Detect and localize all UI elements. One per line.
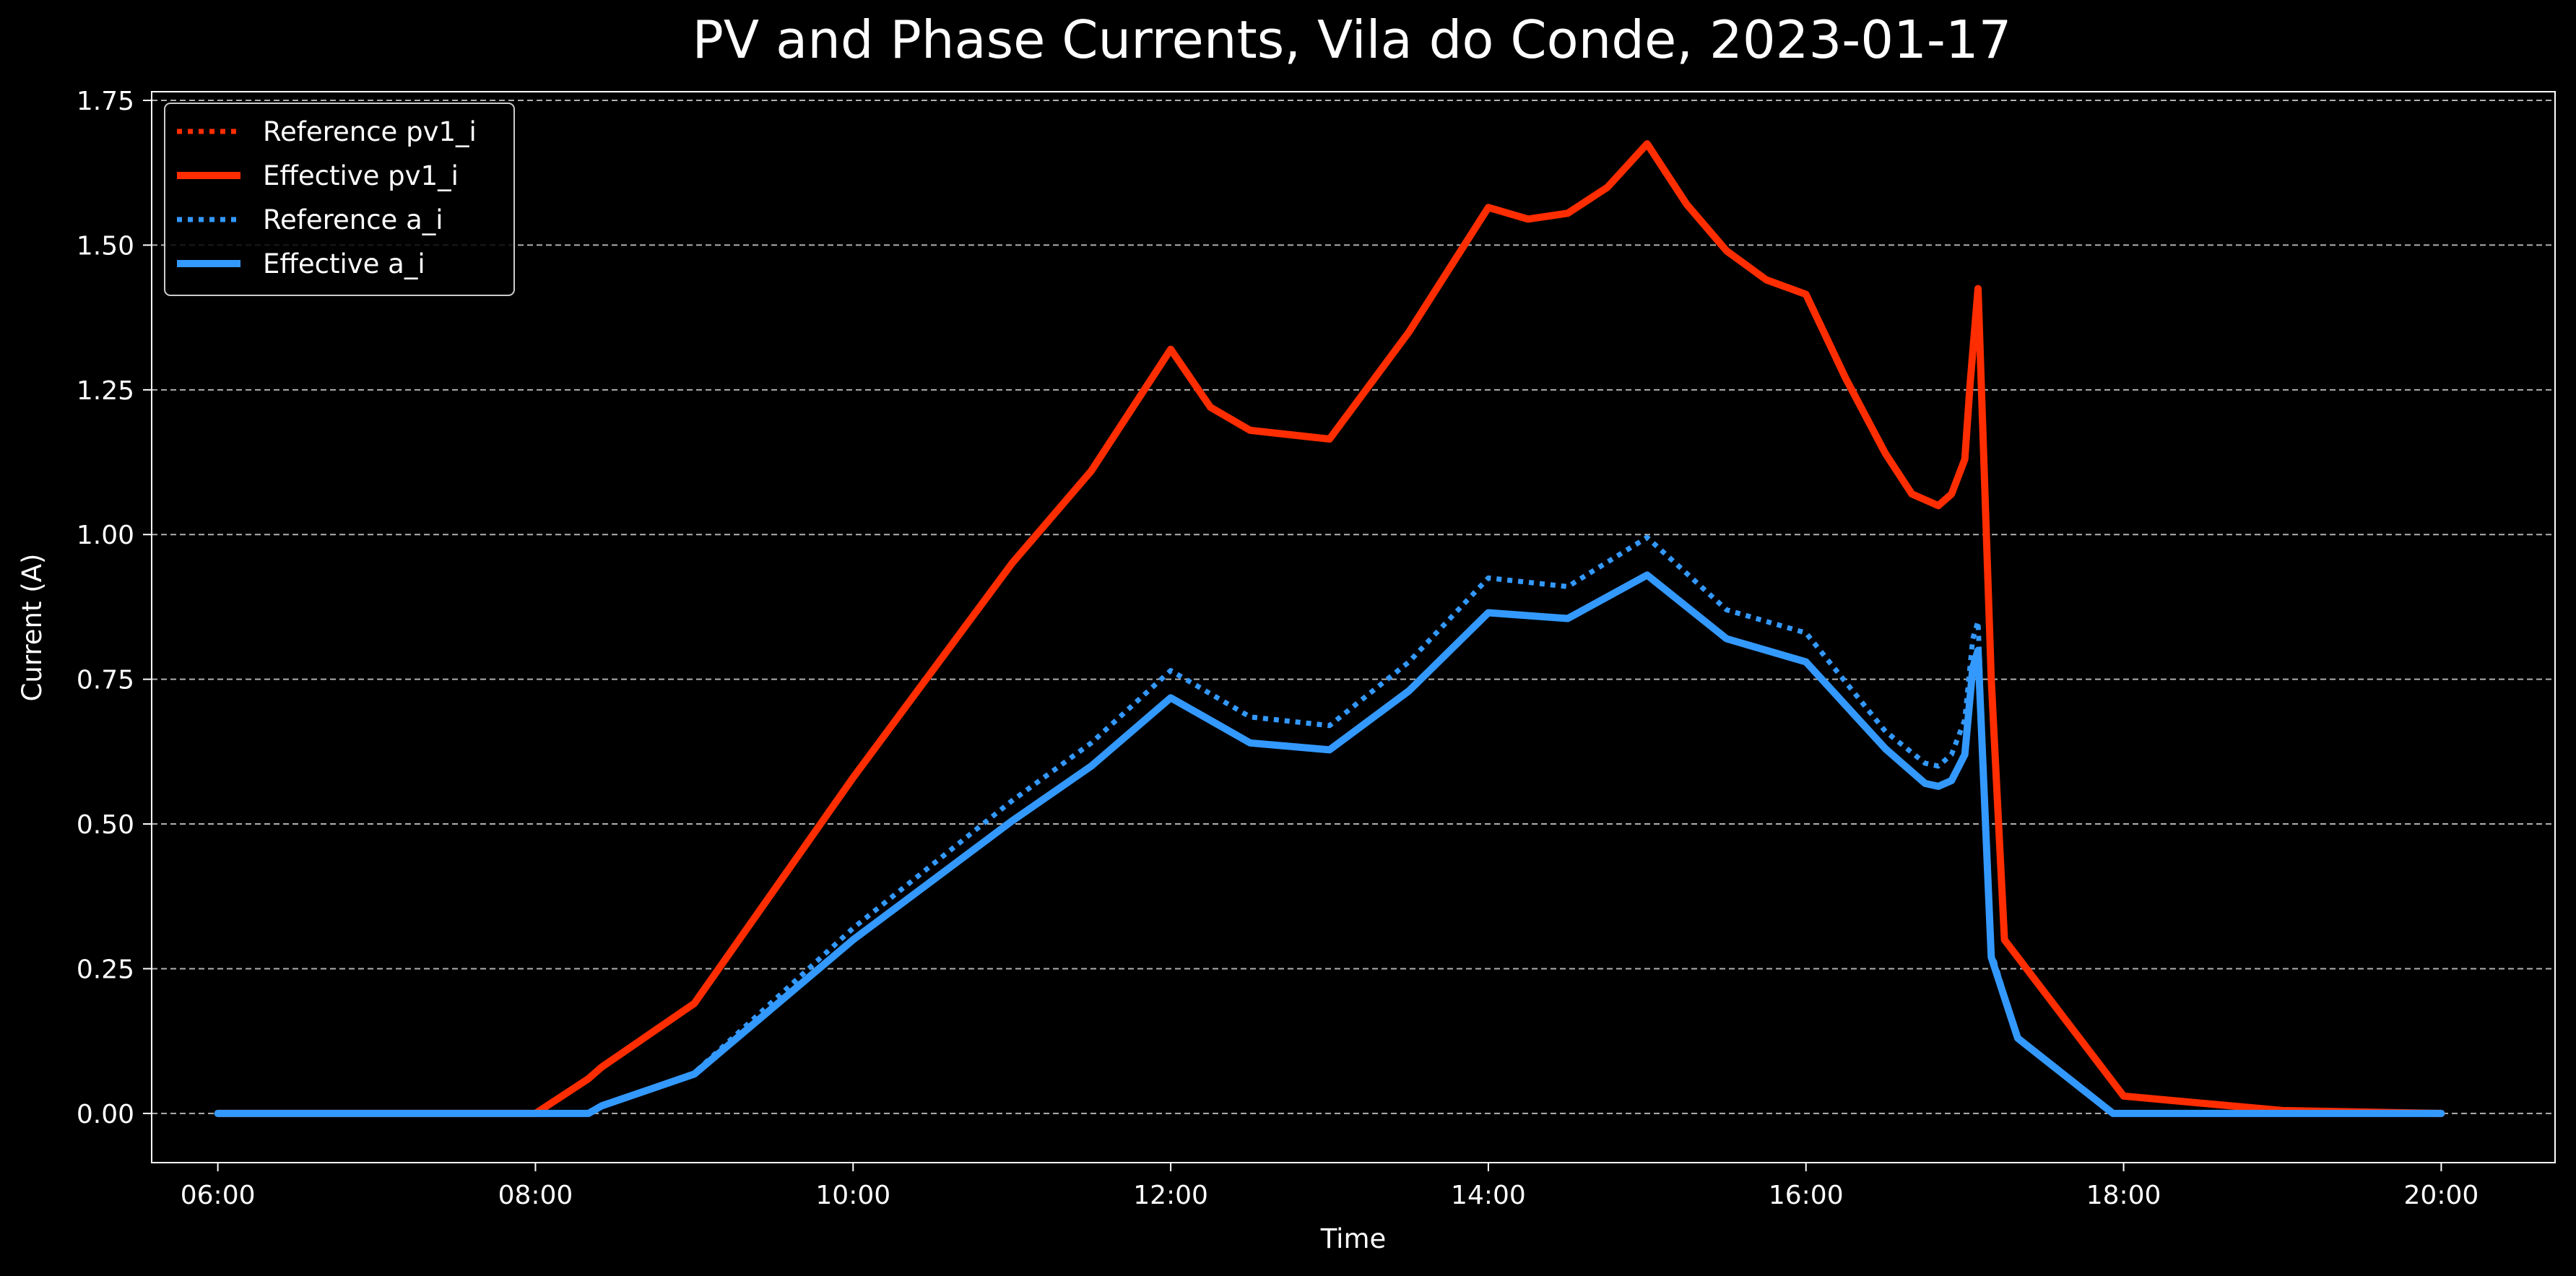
- legend-label: Effective a_i: [263, 248, 425, 279]
- x-tick-label: 16:00: [1769, 1181, 1844, 1210]
- x-tick-label: 20:00: [2404, 1181, 2479, 1210]
- legend-box: [164, 103, 515, 296]
- gridlines: [152, 100, 2555, 1114]
- x-tick-label: 12:00: [1133, 1181, 1208, 1210]
- x-axis-ticks: 06:00 08:00 10:00 12:00 14:00 16:00 18:00 20:00: [181, 1163, 2479, 1210]
- x-axis-label: Time: [1320, 1223, 1387, 1254]
- series-line-reference-a-i: [217, 534, 2442, 1116]
- legend-label: Effective pv1_i: [263, 160, 459, 191]
- legend-label: Reference pv1_i: [263, 116, 477, 147]
- chart-title: PV and Phase Currents, Vila do Conde, 20…: [693, 9, 2012, 70]
- y-axis-ticks: 0.00 0.25 0.50 0.75 1.00 1.25 1.50 1.75: [77, 87, 152, 1129]
- y-tick-label: 0.25: [77, 955, 134, 984]
- x-tick-label: 06:00: [181, 1181, 256, 1210]
- y-tick-label: 0.00: [77, 1100, 134, 1129]
- plot-frame: [151, 91, 2556, 1163]
- series-line-effective-a-i: [214, 571, 2445, 1117]
- series-line-effective-pv1-i: [214, 140, 2445, 1117]
- y-tick-label: 0.50: [77, 810, 134, 840]
- x-tick-label: 08:00: [498, 1181, 573, 1210]
- y-tick-label: 0.75: [77, 666, 134, 695]
- y-tick-label: 1.50: [77, 231, 134, 261]
- y-axis-label: Current (A): [17, 554, 48, 702]
- y-tick-label: 1.00: [77, 521, 134, 550]
- x-tick-label: 18:00: [2086, 1181, 2161, 1210]
- series-lines: [214, 140, 2445, 1117]
- legend-label: Reference a_i: [263, 204, 443, 235]
- y-tick-label: 1.25: [77, 376, 134, 406]
- x-tick-label: 10:00: [815, 1181, 890, 1210]
- legend: Reference pv1_i Effective pv1_i Reference …: [164, 103, 515, 296]
- y-tick-label: 1.75: [77, 87, 134, 116]
- x-tick-label: 14:00: [1451, 1181, 1526, 1210]
